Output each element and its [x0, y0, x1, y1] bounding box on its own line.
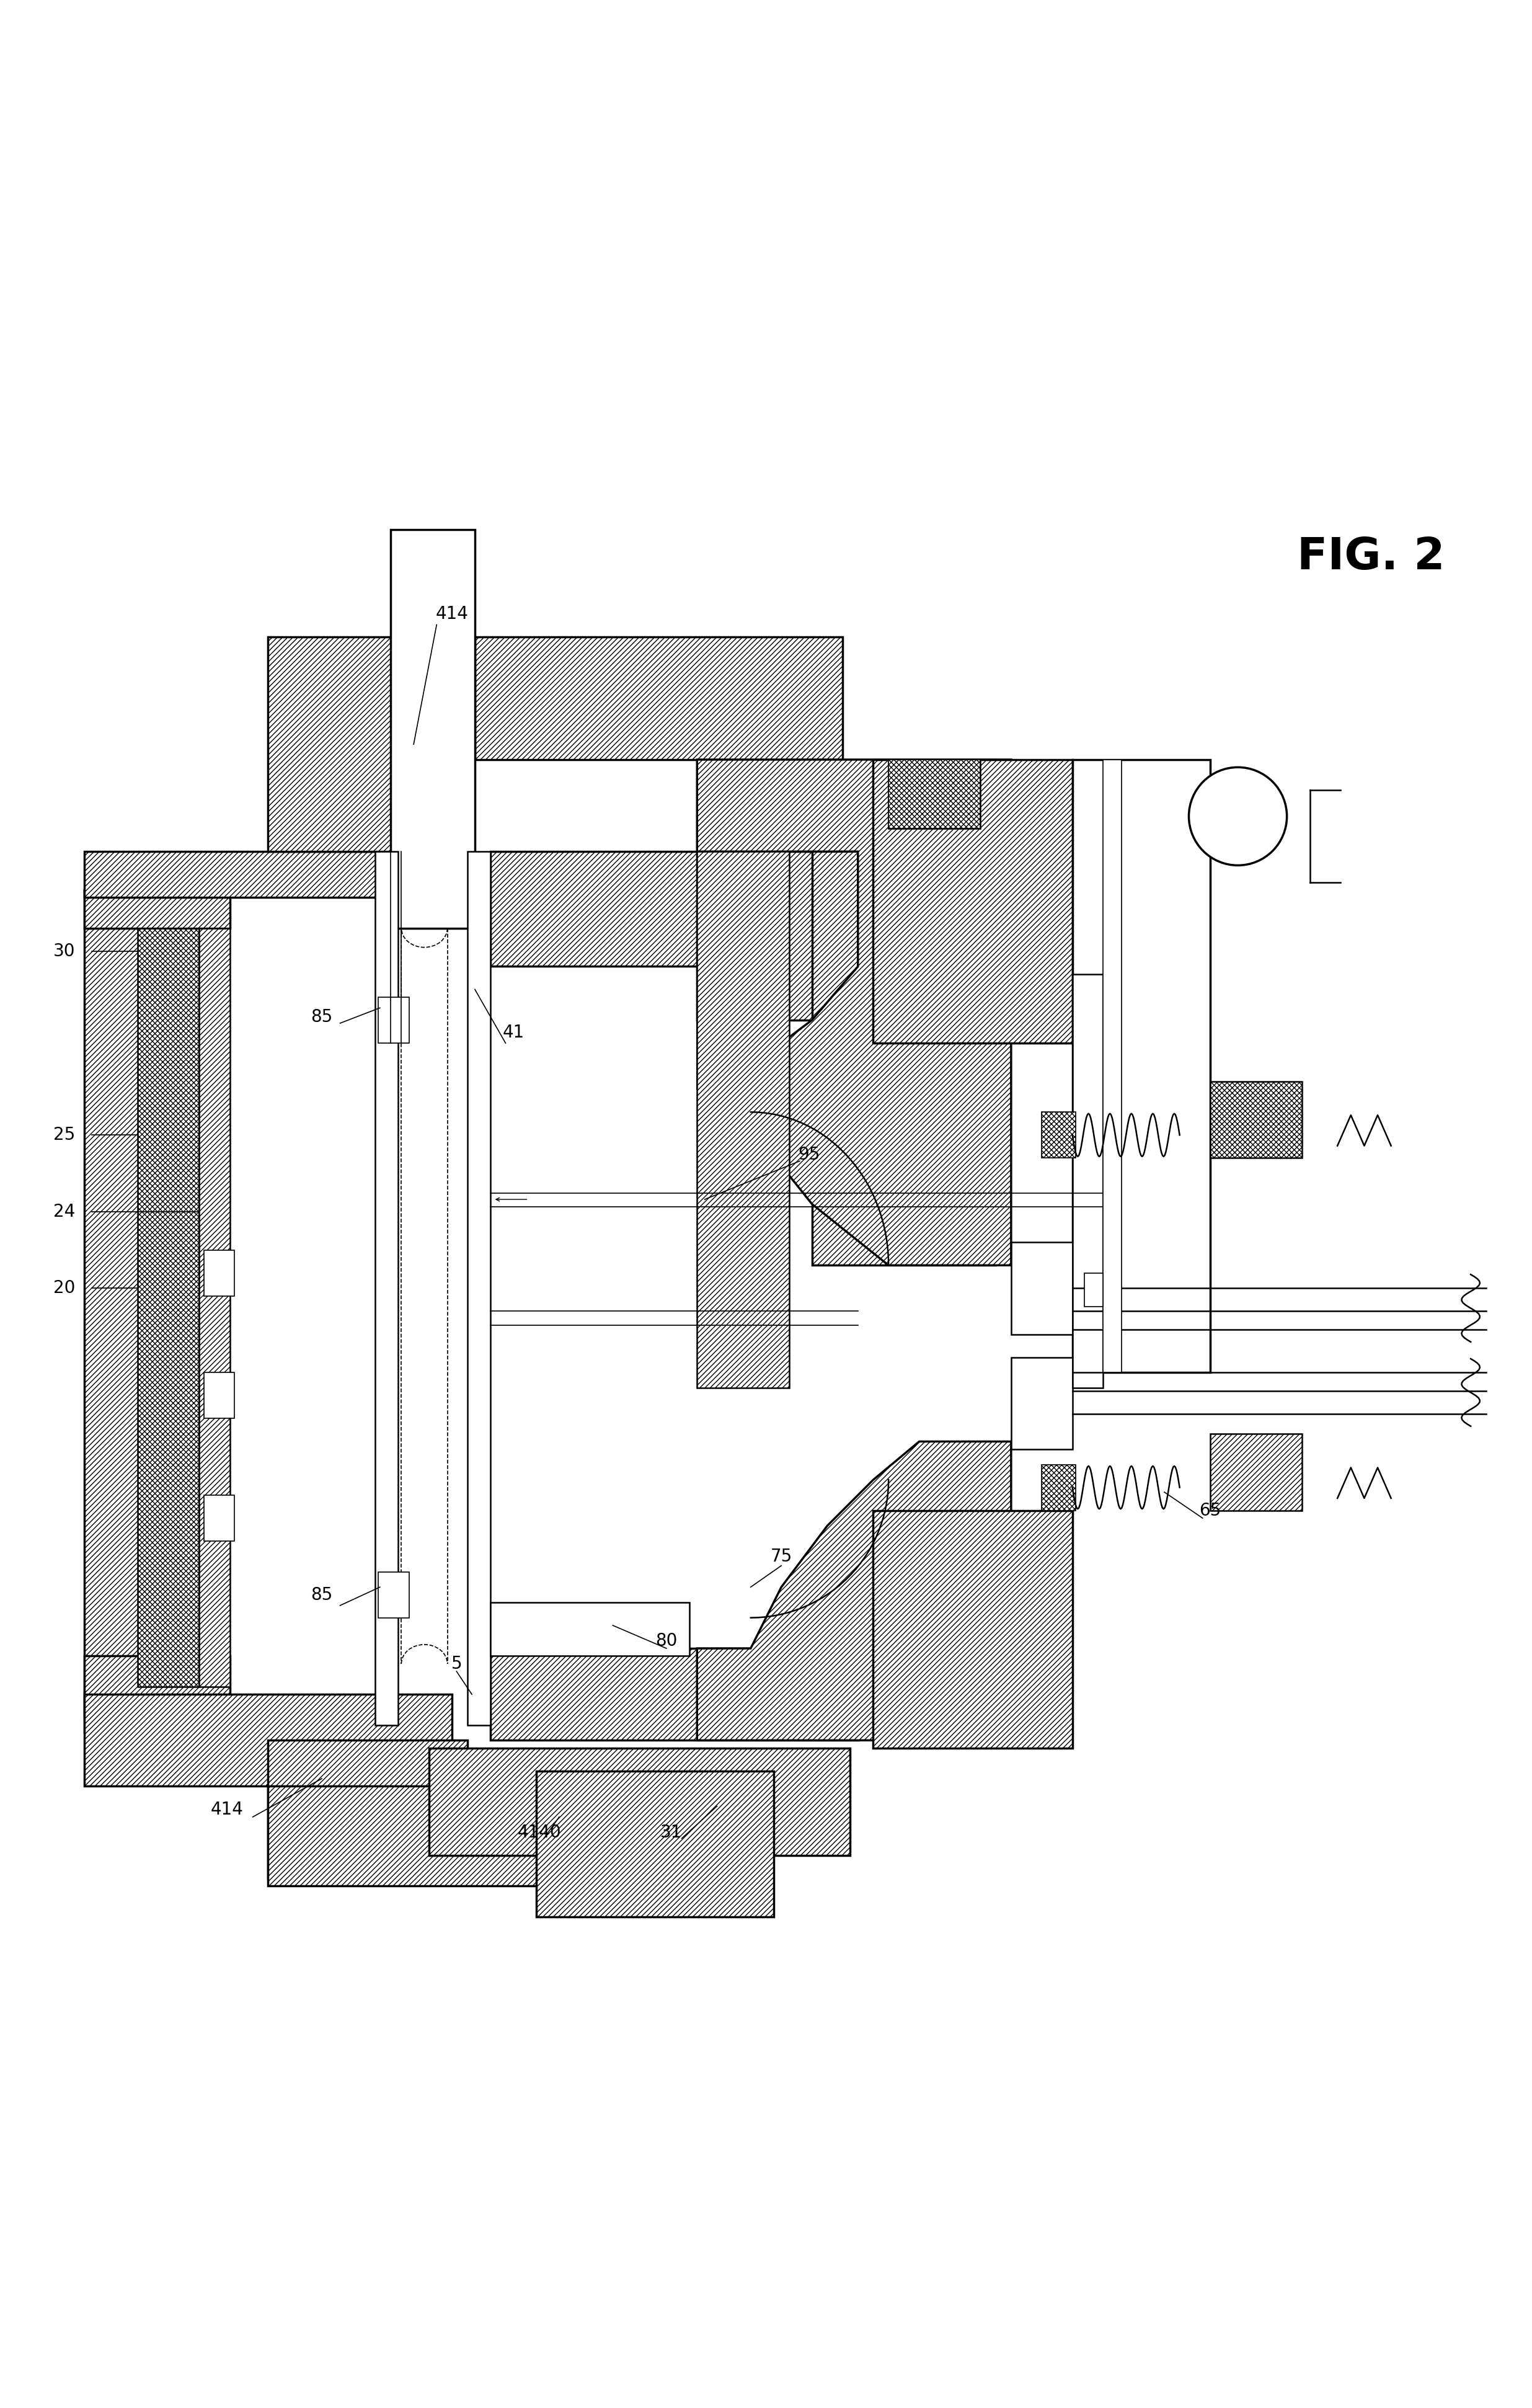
Bar: [697, 966, 774, 1088]
Bar: [84, 852, 452, 898]
Bar: [84, 891, 230, 927]
Bar: [1210, 1081, 1302, 1158]
Polygon shape: [697, 759, 1011, 1264]
Text: 5: 5: [450, 1654, 463, 1674]
Text: 65: 65: [1200, 1503, 1221, 1519]
Bar: [84, 1657, 230, 1734]
Text: 41: 41: [502, 1023, 524, 1040]
Bar: [873, 1510, 1072, 1748]
Bar: [1072, 975, 1103, 1387]
Text: 4140: 4140: [518, 1823, 561, 1842]
Bar: [1103, 759, 1121, 1373]
Text: 75: 75: [771, 1548, 792, 1565]
Bar: [812, 759, 996, 1264]
Bar: [84, 1695, 452, 1787]
Bar: [1011, 1243, 1072, 1334]
Bar: [268, 1741, 467, 1878]
Bar: [138, 927, 199, 1686]
Bar: [378, 1572, 409, 1618]
Bar: [475, 638, 843, 759]
Text: 20: 20: [54, 1279, 75, 1298]
Bar: [204, 1373, 234, 1418]
Text: 414: 414: [435, 604, 469, 624]
Bar: [536, 1770, 774, 1917]
Text: 31: 31: [660, 1823, 682, 1842]
Bar: [84, 891, 199, 1717]
Bar: [490, 852, 858, 966]
Bar: [268, 638, 467, 852]
Bar: [889, 759, 980, 828]
Polygon shape: [697, 1442, 1011, 1741]
Text: FIG. 2: FIG. 2: [1298, 537, 1445, 578]
Bar: [889, 759, 980, 828]
Bar: [697, 852, 858, 1021]
Text: 85: 85: [311, 1587, 332, 1604]
Bar: [697, 852, 789, 1387]
Circle shape: [1189, 768, 1287, 864]
Text: 80: 80: [656, 1633, 677, 1649]
Bar: [1072, 759, 1210, 1373]
Text: 414: 414: [210, 1801, 244, 1818]
Bar: [375, 852, 398, 1724]
Bar: [199, 927, 230, 1686]
Bar: [490, 1601, 689, 1657]
Text: 95: 95: [798, 1146, 820, 1163]
Bar: [429, 1748, 850, 1854]
Bar: [391, 530, 475, 927]
Bar: [490, 1649, 858, 1741]
Text: 30: 30: [54, 942, 75, 961]
Bar: [1210, 1433, 1302, 1510]
Bar: [873, 759, 1072, 1043]
Bar: [467, 852, 490, 1724]
Bar: [697, 966, 774, 1088]
Bar: [204, 1495, 234, 1541]
Text: 24: 24: [54, 1204, 75, 1221]
Bar: [268, 1787, 552, 1885]
Text: 85: 85: [311, 1009, 332, 1026]
Bar: [1042, 1112, 1075, 1158]
Bar: [378, 997, 409, 1043]
Bar: [1085, 1274, 1103, 1308]
Bar: [204, 1250, 234, 1296]
Text: 25: 25: [54, 1127, 75, 1144]
Bar: [1042, 1464, 1075, 1510]
Bar: [1011, 1358, 1072, 1450]
